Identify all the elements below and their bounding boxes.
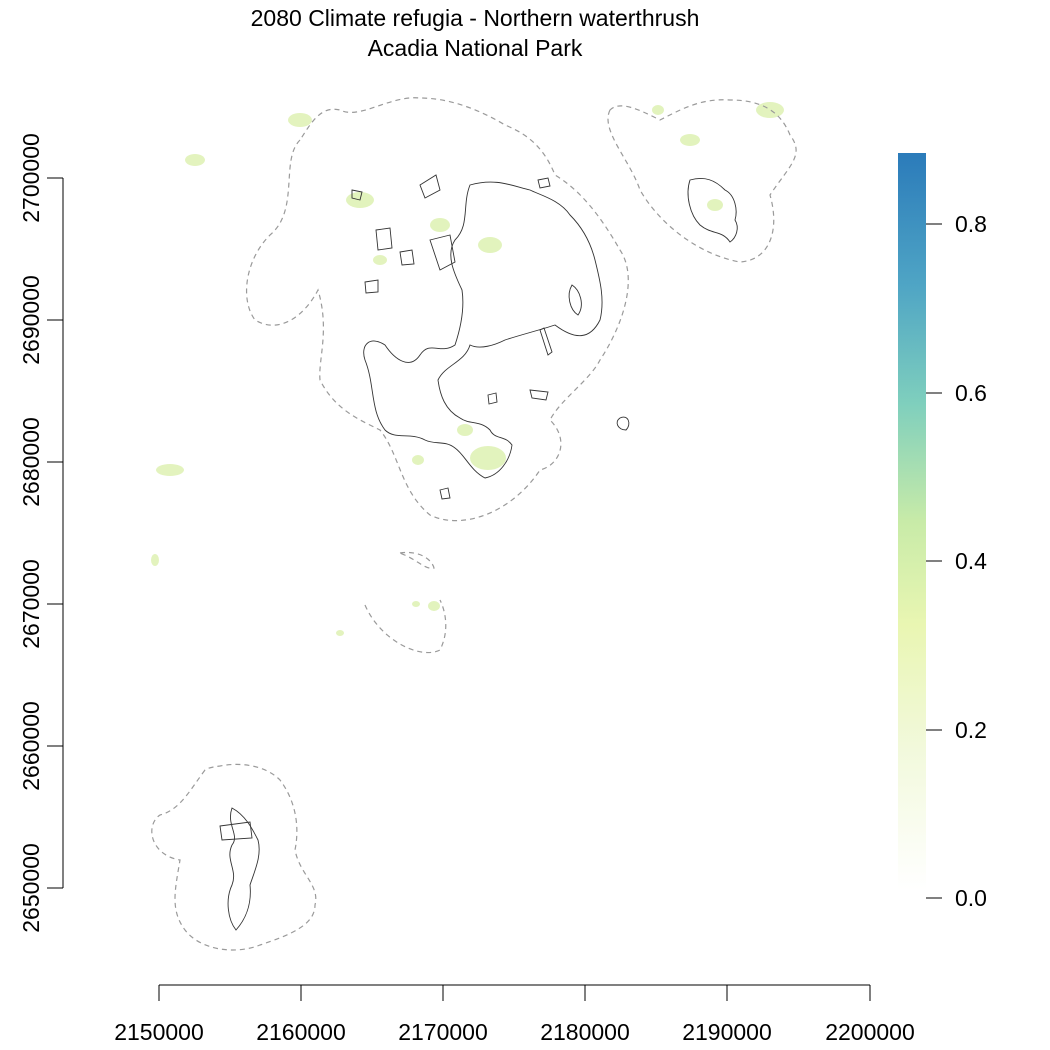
- buffer-outline-main: [245, 97, 629, 522]
- refugia-patch: [185, 154, 205, 166]
- refugia-patch: [457, 424, 473, 436]
- buffer-outline-schoodic: [607, 99, 797, 263]
- park-boundary-isle-au-haut: [227, 807, 260, 931]
- y-tick-label: 2660000: [18, 701, 44, 791]
- map-subtitle: Acadia National Park: [367, 35, 583, 61]
- park-boundary-main: [363, 181, 603, 479]
- refugia-patch: [373, 255, 387, 265]
- park-boundary-parcel: [351, 189, 363, 201]
- refugia-patch: [680, 134, 700, 146]
- x-tick-label: 2170000: [398, 1019, 488, 1045]
- y-tick-label: 2700000: [18, 133, 44, 223]
- park-boundary-parcel: [529, 389, 549, 401]
- park-boundary-parcel: [399, 249, 415, 266]
- refugia-patch: [412, 455, 424, 465]
- refugia-patch: [652, 105, 664, 115]
- park-boundary-parcel: [487, 392, 498, 405]
- park-boundary-parcel: [219, 821, 253, 841]
- x-tick-label: 2160000: [256, 1019, 346, 1045]
- refugia-patch: [151, 554, 159, 566]
- refugia-patch: [156, 464, 184, 476]
- refugia-patch: [430, 218, 450, 232]
- refugia-patch: [478, 237, 502, 253]
- park-boundary-parcel: [616, 416, 630, 431]
- y-tick-label: 2690000: [18, 275, 44, 365]
- park-boundary-schoodic: [687, 178, 738, 243]
- legend-label: 0.2: [955, 717, 987, 743]
- park-boundary-parcel: [537, 177, 551, 189]
- buffer-outline-south: [364, 599, 447, 654]
- refugia-patch: [288, 113, 312, 127]
- refugia-raster: [151, 102, 784, 636]
- park-boundary-parcel: [429, 234, 456, 271]
- park-boundary-parcel: [568, 284, 582, 316]
- legend-label: 0.8: [955, 211, 987, 237]
- x-tick-label: 2190000: [682, 1019, 772, 1045]
- buffer-outline-islet: [397, 551, 435, 569]
- legend-colorbar: [898, 153, 926, 890]
- y-tick-label: 2680000: [18, 417, 44, 507]
- map-title: 2080 Climate refugia - Northern waterthr…: [250, 5, 700, 31]
- refugia-patch: [756, 102, 784, 118]
- refugia-patch: [470, 446, 506, 470]
- refugia-patch: [336, 630, 344, 636]
- park-boundary-parcel: [364, 279, 379, 294]
- y-tick-label: 2670000: [18, 559, 44, 649]
- park-boundary-parcel: [439, 487, 451, 500]
- park-boundary-parcel: [419, 174, 441, 199]
- park-boundary-parcel: [539, 327, 553, 356]
- park-boundary-parcel: [375, 227, 393, 251]
- legend-label: 0.6: [955, 380, 987, 406]
- refugia-patch: [428, 601, 440, 611]
- legend-label: 0.0: [955, 885, 987, 911]
- legend-label: 0.4: [955, 548, 987, 574]
- refugia-patch: [412, 601, 420, 607]
- buffer-outline-isle-au-haut: [151, 763, 317, 951]
- x-tick-label: 2200000: [825, 1019, 915, 1045]
- refugia-patch: [707, 199, 723, 211]
- x-tick-label: 2150000: [114, 1019, 204, 1045]
- x-tick-label: 2180000: [540, 1019, 630, 1045]
- y-tick-label: 2650000: [18, 843, 44, 933]
